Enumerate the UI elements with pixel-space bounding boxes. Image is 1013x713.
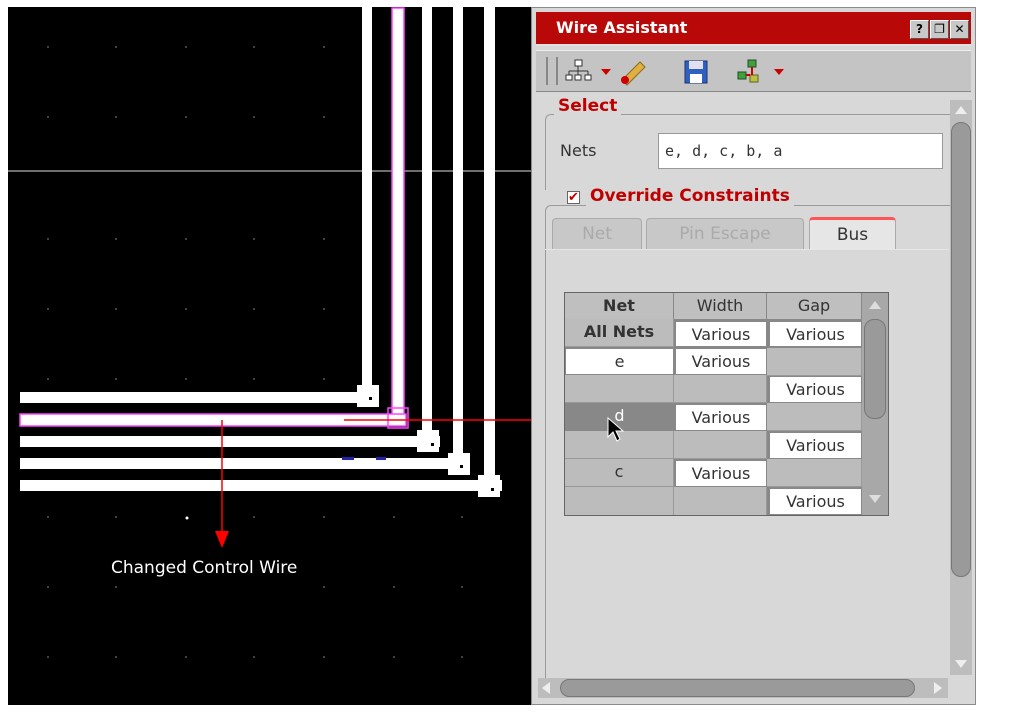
panel-toolbar (536, 50, 971, 92)
scroll-left-icon[interactable] (542, 682, 550, 694)
grid-cell-gap[interactable] (767, 348, 862, 376)
grid-cell-gap[interactable]: Various (769, 321, 862, 347)
grid-cell-width[interactable] (674, 375, 767, 403)
grid-scroll-thumb[interactable] (864, 319, 886, 419)
grid-cell-net[interactable] (565, 431, 674, 459)
panel-scroll-thumb[interactable] (951, 122, 971, 577)
panel-vertical-scrollbar[interactable] (950, 100, 972, 675)
grid-scroll-up-icon[interactable] (869, 301, 881, 309)
panel-horizontal-scrollbar[interactable] (538, 678, 948, 698)
grid-dots (47, 46, 463, 658)
restore-button[interactable]: ❐ (930, 20, 949, 39)
grid-cell-width[interactable]: Various (675, 348, 767, 375)
vertical-wires (362, 7, 495, 479)
grid-cell-gap[interactable]: Various (769, 376, 862, 403)
nets-label: Nets (560, 141, 597, 160)
save-icon[interactable] (681, 58, 711, 86)
column-header-net[interactable]: Net (565, 293, 674, 319)
grid-cell-net[interactable]: All Nets (565, 319, 674, 347)
column-header-gap[interactable]: Gap (767, 293, 862, 319)
nets-input[interactable]: e, d, c, b, a (658, 133, 943, 169)
mouse-pointer-icon (607, 417, 625, 442)
ruler-icon[interactable] (618, 58, 648, 86)
grid-cell-net[interactable]: e (565, 348, 674, 375)
grid-cell-width[interactable] (674, 487, 767, 515)
panel-hscroll-thumb[interactable] (560, 679, 915, 697)
highlighted-wire (19, 7, 409, 429)
grid-cell-width[interactable]: Various (675, 404, 767, 431)
grid-cell-net[interactable] (565, 375, 674, 403)
panel-titlebar[interactable]: Wire Assistant ? ❐ ✕ (536, 12, 971, 46)
grid-cell-gap[interactable]: Various (769, 432, 862, 459)
toolbar-grip-icon[interactable] (546, 57, 558, 85)
hierarchy-icon[interactable] (563, 58, 593, 86)
grid-cell-net[interactable]: c (565, 459, 674, 487)
select-group-title: Select (554, 96, 622, 116)
column-header-width[interactable]: Width (674, 293, 767, 319)
scroll-up-icon[interactable] (955, 106, 967, 114)
tab-pin-escape[interactable]: Pin Escape (646, 218, 804, 250)
grid-cell-width[interactable]: Various (675, 460, 767, 487)
grid-cell-net[interactable] (565, 487, 674, 515)
panel-title: Wire Assistant (556, 18, 688, 37)
grid-vertical-scrollbar[interactable] (862, 293, 888, 515)
close-button[interactable]: ✕ (950, 20, 969, 39)
hierarchy-dropdown-icon[interactable] (601, 69, 611, 75)
annotation-arrows (215, 419, 531, 548)
help-button[interactable]: ? (910, 20, 929, 39)
via-marks (342, 457, 386, 460)
tab-net[interactable]: Net (552, 218, 642, 250)
grid-cell-gap[interactable] (767, 459, 862, 487)
tab-baseline (545, 249, 949, 250)
scroll-down-icon[interactable] (955, 660, 967, 668)
grid-cell-net-selected[interactable]: d (565, 403, 674, 431)
grid-cell-gap[interactable] (767, 403, 862, 431)
grid-cell-width[interactable]: Various (675, 321, 767, 347)
scroll-right-icon[interactable] (934, 682, 942, 694)
grid-scroll-down-icon[interactable] (869, 495, 881, 503)
tab-bus[interactable]: Bus (809, 217, 896, 249)
grid-cell-width[interactable] (674, 431, 767, 459)
layout-canvas[interactable]: Changed Control Wire (8, 7, 531, 705)
corner-pads (357, 385, 500, 497)
override-group-title: Override Constraints (586, 186, 794, 206)
layout-drawing[interactable] (8, 7, 531, 705)
grid-cell-gap[interactable]: Various (769, 488, 862, 515)
select-group-frame (545, 114, 950, 190)
bus-constraint-grid: Net Width Gap All Nets Various Various e… (564, 292, 889, 516)
cursor-marker (185, 516, 189, 520)
nets-icon[interactable] (734, 58, 764, 86)
nets-dropdown-icon[interactable] (774, 69, 784, 75)
callout-label: Changed Control Wire (111, 558, 298, 578)
override-checkbox[interactable]: ✔ (567, 190, 580, 205)
horizontal-wires (20, 392, 502, 491)
